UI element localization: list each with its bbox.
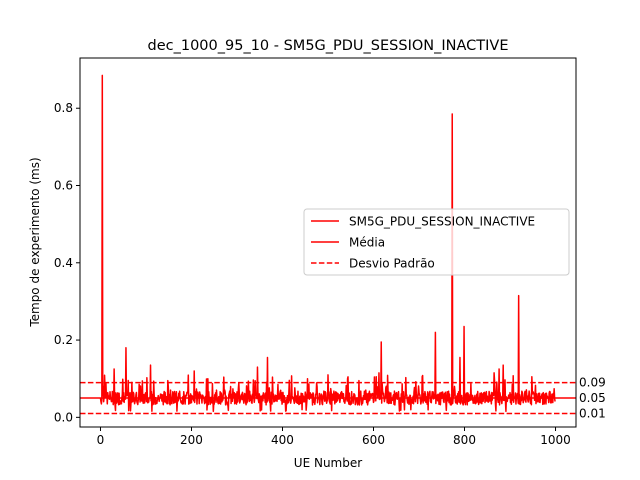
x-tick-label-0: 0 [97,433,105,447]
plot-area: 0.090.050.01 0 200 400 600 800 1000 0.0 0.2 0.4 0.… [54,57,606,447]
x-tick-label-1: 200 [180,433,203,447]
hline-label-2: 0.01 [579,406,606,420]
legend-label-1: Média [349,236,385,250]
legend-box [303,208,570,276]
chart-title: dec_1000_95_10 - SM5G_PDU_SESSION_INACTI… [148,38,509,54]
plot-frame [79,57,577,428]
y-axis-label: Tempo de experimento (ms) [28,157,42,327]
y-tick-label-4: 0.8 [54,101,73,115]
y-tick-label-2: 0.4 [54,256,73,270]
hline-label-0: 0.09 [579,376,606,390]
legend-label-2: Desvio Padrão [349,257,435,271]
y-tick-label-3: 0.6 [54,179,73,193]
x-axis-label: UE Number [294,456,362,470]
legend-label-0: SM5G_PDU_SESSION_INACTIVE [349,215,535,229]
legend: SM5G_PDU_SESSION_INACTIVE Média Desvio Pad… [303,208,570,276]
x-tick-label-5: 1000 [540,433,571,447]
y-tick-label-0: 0.0 [54,410,73,424]
y-tick-label-1: 0.2 [54,333,73,347]
series-group [99,74,556,413]
series-line-main [99,74,556,413]
x-tick-label-3: 600 [362,433,385,447]
x-tick-label-2: 400 [271,433,294,447]
hline-label-1: 0.05 [579,391,606,405]
x-tick-label-4: 800 [453,433,476,447]
